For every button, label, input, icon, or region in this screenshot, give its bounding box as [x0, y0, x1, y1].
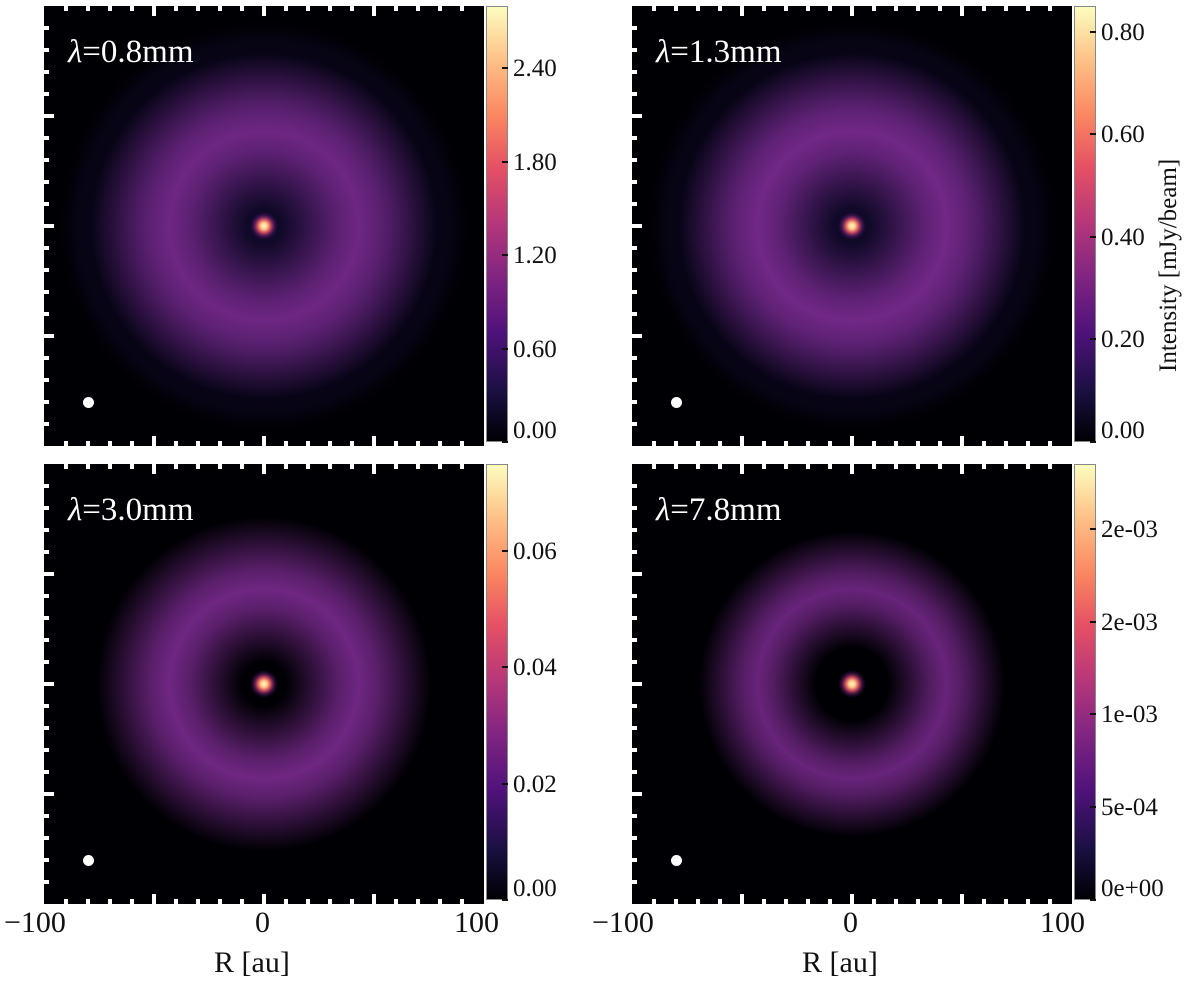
colorbar-tick [1090, 133, 1096, 136]
colorbar-tick [502, 67, 508, 70]
x-tick-label: −100 [592, 906, 654, 939]
beam-marker [82, 396, 94, 408]
map-svg [44, 6, 473, 446]
colorbar-tick [1090, 235, 1096, 238]
colorbar-tick-label: 0e+00 [1101, 875, 1164, 902]
wavelength-label: λ=0.8mm [68, 34, 194, 71]
colorbar-tick-label: 1.20 [513, 242, 557, 270]
colorbar-tick-label: 0.40 [1101, 223, 1145, 251]
x-tick-label: 0 [843, 906, 858, 939]
central-peak [838, 212, 866, 240]
intensity-map-2 [44, 464, 484, 904]
intensity-map-1 [632, 6, 1072, 446]
colorbar-tick [502, 441, 508, 443]
x-tick-label: −100 [4, 906, 66, 939]
colorbar-tick [502, 782, 508, 785]
colorbar-tick [1090, 620, 1096, 623]
wavelength-label: λ=3.0mm [68, 492, 194, 529]
map-svg [632, 464, 1052, 904]
x-tick-label: 100 [454, 906, 499, 939]
colorbar-3 [1074, 464, 1096, 900]
colorbar-tick-label: 1.80 [513, 148, 557, 176]
colorbar-tick-label: 0.02 [513, 770, 557, 798]
colorbar-title: Intensity [mJy/beam] [1155, 158, 1182, 372]
x-tick-label: 100 [1040, 906, 1085, 939]
map-svg [632, 6, 1061, 446]
colorbar-tick [502, 254, 508, 257]
colorbar-tick [502, 347, 508, 350]
colorbar-tick-label: 0.00 [513, 875, 557, 902]
lambda-value: =3.0mm [82, 492, 194, 528]
colorbar-tick-label: 0.00 [513, 417, 557, 444]
colorbar-tick [502, 899, 508, 901]
x-axis-label: R [au] [214, 946, 290, 979]
colorbar-tick-label: 5e-04 [1101, 794, 1158, 822]
colorbar-tick-label: 0.60 [513, 335, 557, 363]
lambda-symbol: λ [68, 492, 83, 528]
colorbar-tick-label: 0.20 [1101, 326, 1145, 354]
colorbar-tick [1090, 338, 1096, 341]
lambda-value: =0.8mm [82, 34, 194, 70]
map-svg [44, 464, 464, 904]
colorbar-tick-label: 1e-03 [1101, 701, 1158, 729]
colorbar-tick [1090, 30, 1096, 33]
beam-marker [82, 854, 94, 866]
colorbar-tick [502, 160, 508, 163]
colorbar-tick-label: 0.80 [1101, 18, 1145, 46]
wavelength-label: λ=1.3mm [656, 34, 782, 71]
colorbar-tick [1090, 527, 1096, 530]
wavelength-label: λ=7.8mm [656, 492, 782, 529]
colorbar-1 [1074, 6, 1096, 442]
intensity-map-3 [632, 464, 1072, 904]
colorbar-tick [502, 666, 508, 669]
central-peak [838, 670, 866, 698]
colorbar-tick-label: 2.40 [513, 55, 557, 83]
colorbar-0 [486, 6, 508, 442]
lambda-value: =1.3mm [670, 34, 782, 70]
central-peak [250, 212, 278, 240]
colorbar-tick-label: 0.06 [513, 538, 557, 566]
lambda-value: =7.8mm [670, 492, 782, 528]
colorbar-tick-label: 0.60 [1101, 121, 1145, 149]
lambda-symbol: λ [68, 34, 83, 70]
colorbar-tick [502, 550, 508, 553]
x-axis-label: R [au] [802, 946, 878, 979]
intensity-map-0 [44, 6, 484, 446]
colorbar-tick [1090, 441, 1096, 443]
colorbar-tick-label: 0.00 [1101, 417, 1145, 444]
colorbar-tick [1090, 713, 1096, 716]
colorbar-tick [1090, 806, 1096, 809]
lambda-symbol: λ [656, 34, 671, 70]
colorbar-tick [1090, 899, 1096, 901]
colorbar-tick-label: 0.04 [513, 654, 557, 682]
central-peak [250, 670, 278, 698]
beam-marker [670, 396, 682, 408]
colorbar-tick-label: 2e-03 [1101, 608, 1158, 636]
x-tick-label: 0 [255, 906, 270, 939]
colorbar-tick-label: 2e-03 [1101, 515, 1158, 543]
colorbar-2 [486, 464, 508, 900]
beam-marker [670, 854, 682, 866]
lambda-symbol: λ [656, 492, 671, 528]
